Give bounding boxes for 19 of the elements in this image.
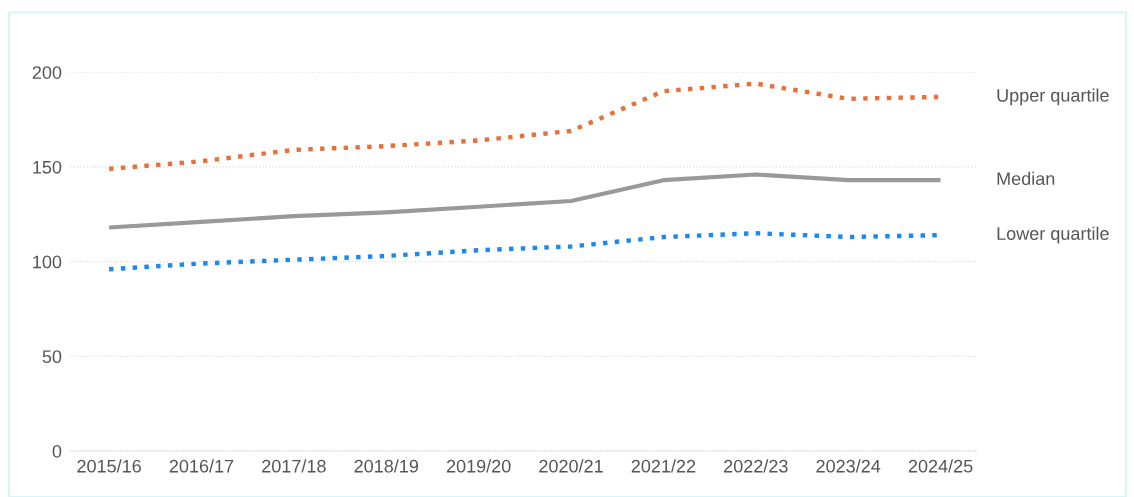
line-series: [107, 172, 943, 230]
x-tick-label: 2015/16: [77, 459, 141, 473]
text: Lower quartile: [997, 226, 1109, 244]
text: Upper quartile: [997, 88, 1109, 106]
y-tick-label: 50: [42, 350, 62, 364]
x-tick-label: 2024/25: [908, 459, 973, 473]
x-tick-label: 2020/21: [539, 459, 603, 473]
x-tick-label: 2016/17: [169, 459, 234, 473]
x-tick-label: 2023/24: [816, 459, 881, 473]
x-tick-label: 2021/22: [631, 459, 696, 473]
y-tick-label: 100: [33, 255, 62, 269]
y-tick-label: 150: [33, 160, 62, 174]
x-tick-label: 2022/23: [724, 459, 788, 473]
x-tick-label: 2018/19: [354, 459, 419, 473]
text: Median: [997, 171, 1055, 186]
x-tick-label: 2017/18: [262, 459, 326, 473]
y-tick-label: 200: [32, 66, 62, 79]
y-tick-label: 0: [52, 444, 62, 458]
x-tick-label: 2019/20: [446, 459, 511, 473]
